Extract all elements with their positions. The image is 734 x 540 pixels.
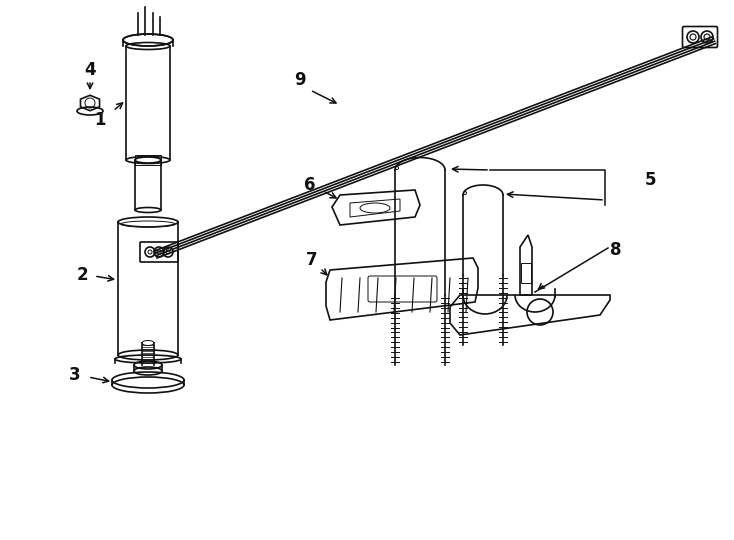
Bar — [135, 155, 161, 165]
Text: 9: 9 — [294, 71, 306, 89]
Text: 6: 6 — [305, 176, 316, 194]
Text: 2: 2 — [76, 266, 88, 284]
Text: 4: 4 — [84, 61, 96, 79]
Text: 7: 7 — [306, 251, 318, 269]
Text: 5: 5 — [645, 171, 656, 189]
Bar — [521, 263, 531, 283]
Text: 1: 1 — [94, 111, 106, 129]
Text: 8: 8 — [610, 241, 622, 259]
Text: 3: 3 — [69, 366, 81, 384]
